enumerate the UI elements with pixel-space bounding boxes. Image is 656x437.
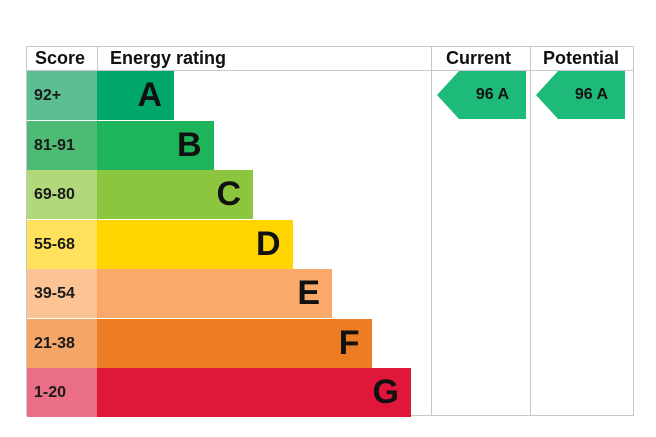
score-range-b: 81-91: [27, 120, 97, 170]
score-header: Score: [35, 48, 86, 68]
current-column-divider: [530, 46, 531, 416]
rating-letter-d: D: [255, 224, 281, 263]
rating-bar-c: C: [97, 170, 253, 219]
score-range-c: 69-80: [27, 170, 97, 219]
rating-bar-g: G: [97, 368, 411, 417]
current-header: Current: [446, 48, 512, 68]
rating-bar-a: A: [97, 71, 174, 120]
score-range-g: 1-20: [27, 368, 97, 417]
current-rating-label: 96 A: [475, 86, 510, 103]
potential-header: Potential: [543, 48, 620, 68]
rating-bar-f: F: [97, 318, 372, 368]
potential-rating-arrow: 96 A: [536, 71, 625, 119]
score-range-d: 55-68: [27, 219, 97, 269]
potential-rating-label: 96 A: [574, 86, 609, 103]
current-arrow-shape: [437, 71, 526, 119]
potential-arrow-shape: [536, 71, 625, 119]
rating-column-divider: [431, 46, 432, 416]
rating-letter-b: B: [176, 125, 202, 164]
score-range-e: 39-54: [27, 269, 97, 318]
score-range-f: 21-38: [27, 318, 97, 368]
rating-bar-d: D: [97, 219, 293, 269]
rating-letter-a: A: [137, 76, 162, 114]
rating-bar-e: E: [97, 269, 332, 318]
rating-letter-c: C: [216, 175, 241, 213]
rating-letter-f: F: [338, 323, 360, 362]
header-divider: [26, 70, 634, 71]
current-rating-arrow: 96 A: [437, 71, 526, 119]
rating-letter-g: G: [372, 373, 399, 411]
energy-rating-header: Energy rating: [110, 48, 227, 68]
rating-letter-e: E: [297, 274, 320, 312]
score-range-a: 92+: [27, 71, 97, 120]
rating-bar-b: B: [97, 120, 214, 170]
